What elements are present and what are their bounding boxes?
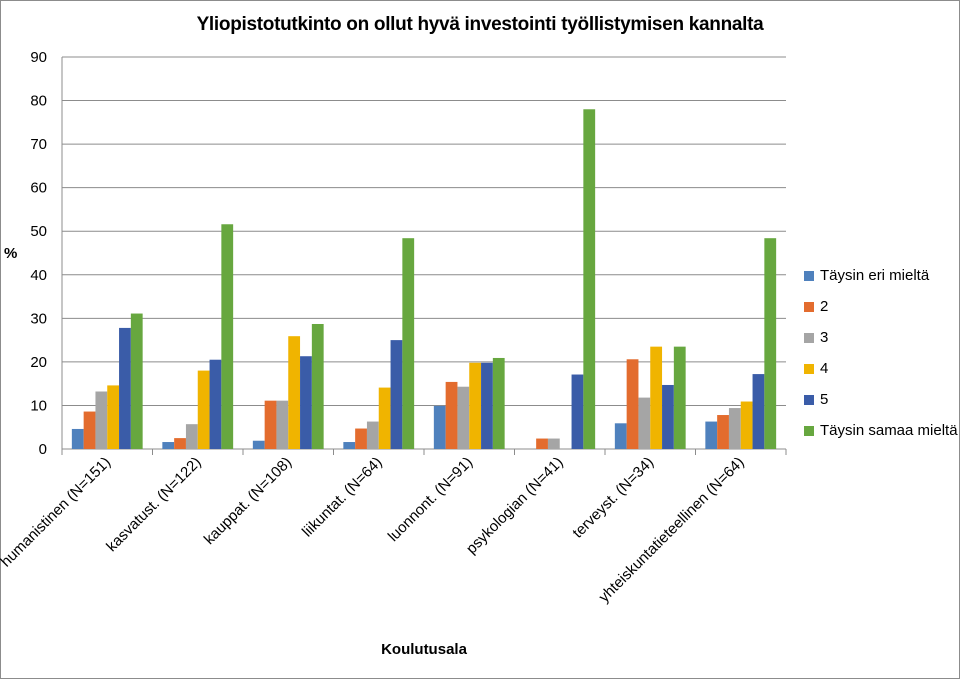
y-tick-label: 70 [30,136,47,153]
bar [728,408,741,449]
x-category-label: kauppat. (N=108) [201,454,295,548]
legend-label: 2 [820,298,829,315]
bar [378,387,391,449]
legend-label: Täysin eri mieltä [820,267,930,284]
legend-swatch [804,301,814,312]
bar [95,391,108,449]
bar [343,442,356,449]
bar [673,346,686,449]
legend-swatch [804,394,814,405]
bar [650,346,663,449]
bar [752,374,765,449]
bar [705,421,718,449]
legend-label: 4 [820,360,829,377]
legend-item: 4 [804,353,958,384]
legend-swatch [804,425,814,436]
bar [583,109,596,450]
bar [130,313,143,449]
bar [83,411,96,449]
y-tick-label: 50 [30,223,47,240]
bar [174,438,186,449]
bar [119,327,131,449]
legend-item: Täysin eri mieltä [804,260,958,291]
legend-item: 5 [804,384,958,415]
x-category-label: psykologian (N=41) [463,454,567,558]
x-category-label: liikuntat. (N=64) [299,454,386,541]
bar [469,362,482,449]
legend-item: 2 [804,291,958,322]
bar [197,370,210,449]
legend-swatch [804,363,814,374]
bar [221,224,234,449]
bar [71,428,84,449]
bar [445,381,458,449]
bar [107,385,120,449]
bar [162,442,175,449]
bar [288,336,301,449]
x-category-label: humanistinen (N=151) [0,454,114,571]
y-tick-label: 90 [30,49,47,66]
legend-item: Täysin samaa mieltä [804,415,958,446]
y-tick-label: 40 [30,267,47,284]
y-tick-label: 20 [30,354,47,371]
bar [276,400,289,449]
legend-label: 3 [820,329,829,346]
bar [209,359,222,449]
bar [311,323,324,449]
legend: Täysin eri mieltä 2 3 4 5 Täysin samaa mieltä [804,260,958,446]
legend-item: 3 [804,322,958,353]
y-tick-label: 0 [39,441,47,458]
y-tick-label: 60 [30,180,47,197]
bar [366,421,379,449]
bar [764,238,777,449]
bar [638,397,651,449]
y-tick-label: 10 [30,397,47,414]
bar [614,423,627,449]
bar [492,357,505,449]
x-category-label: terveyst. (N=34) [569,454,657,542]
chart-title: Yliopistotutkinto on ollut hyvä investoi… [196,14,764,35]
bar [626,359,639,449]
x-category-label: luonnont. (N=91) [385,454,476,545]
y-axis-title: % [4,245,18,262]
bar [355,428,367,449]
bar [740,401,753,449]
bar [433,405,446,449]
x-category-label: yhteiskuntatieteellinen (N=64) [596,454,748,606]
x-axis-title: Koulutusala [381,641,467,658]
bar [547,438,560,449]
legend-swatch [804,270,814,281]
bar [390,340,403,449]
bar [717,415,729,449]
bar [264,400,277,449]
x-category-label: kasvatust. (N=122) [103,454,204,555]
bar [300,356,312,449]
legend-label: Täysin samaa mieltä [820,422,958,439]
y-tick-label: 80 [30,93,47,110]
bar [662,384,674,449]
y-tick-label: 30 [30,310,47,327]
bar [185,424,198,449]
bar [252,440,265,449]
bar [571,374,584,449]
legend-swatch [804,332,814,343]
bar [481,362,493,449]
bar [457,386,470,449]
bar [536,438,548,449]
legend-label: 5 [820,391,829,408]
bar [402,238,415,449]
